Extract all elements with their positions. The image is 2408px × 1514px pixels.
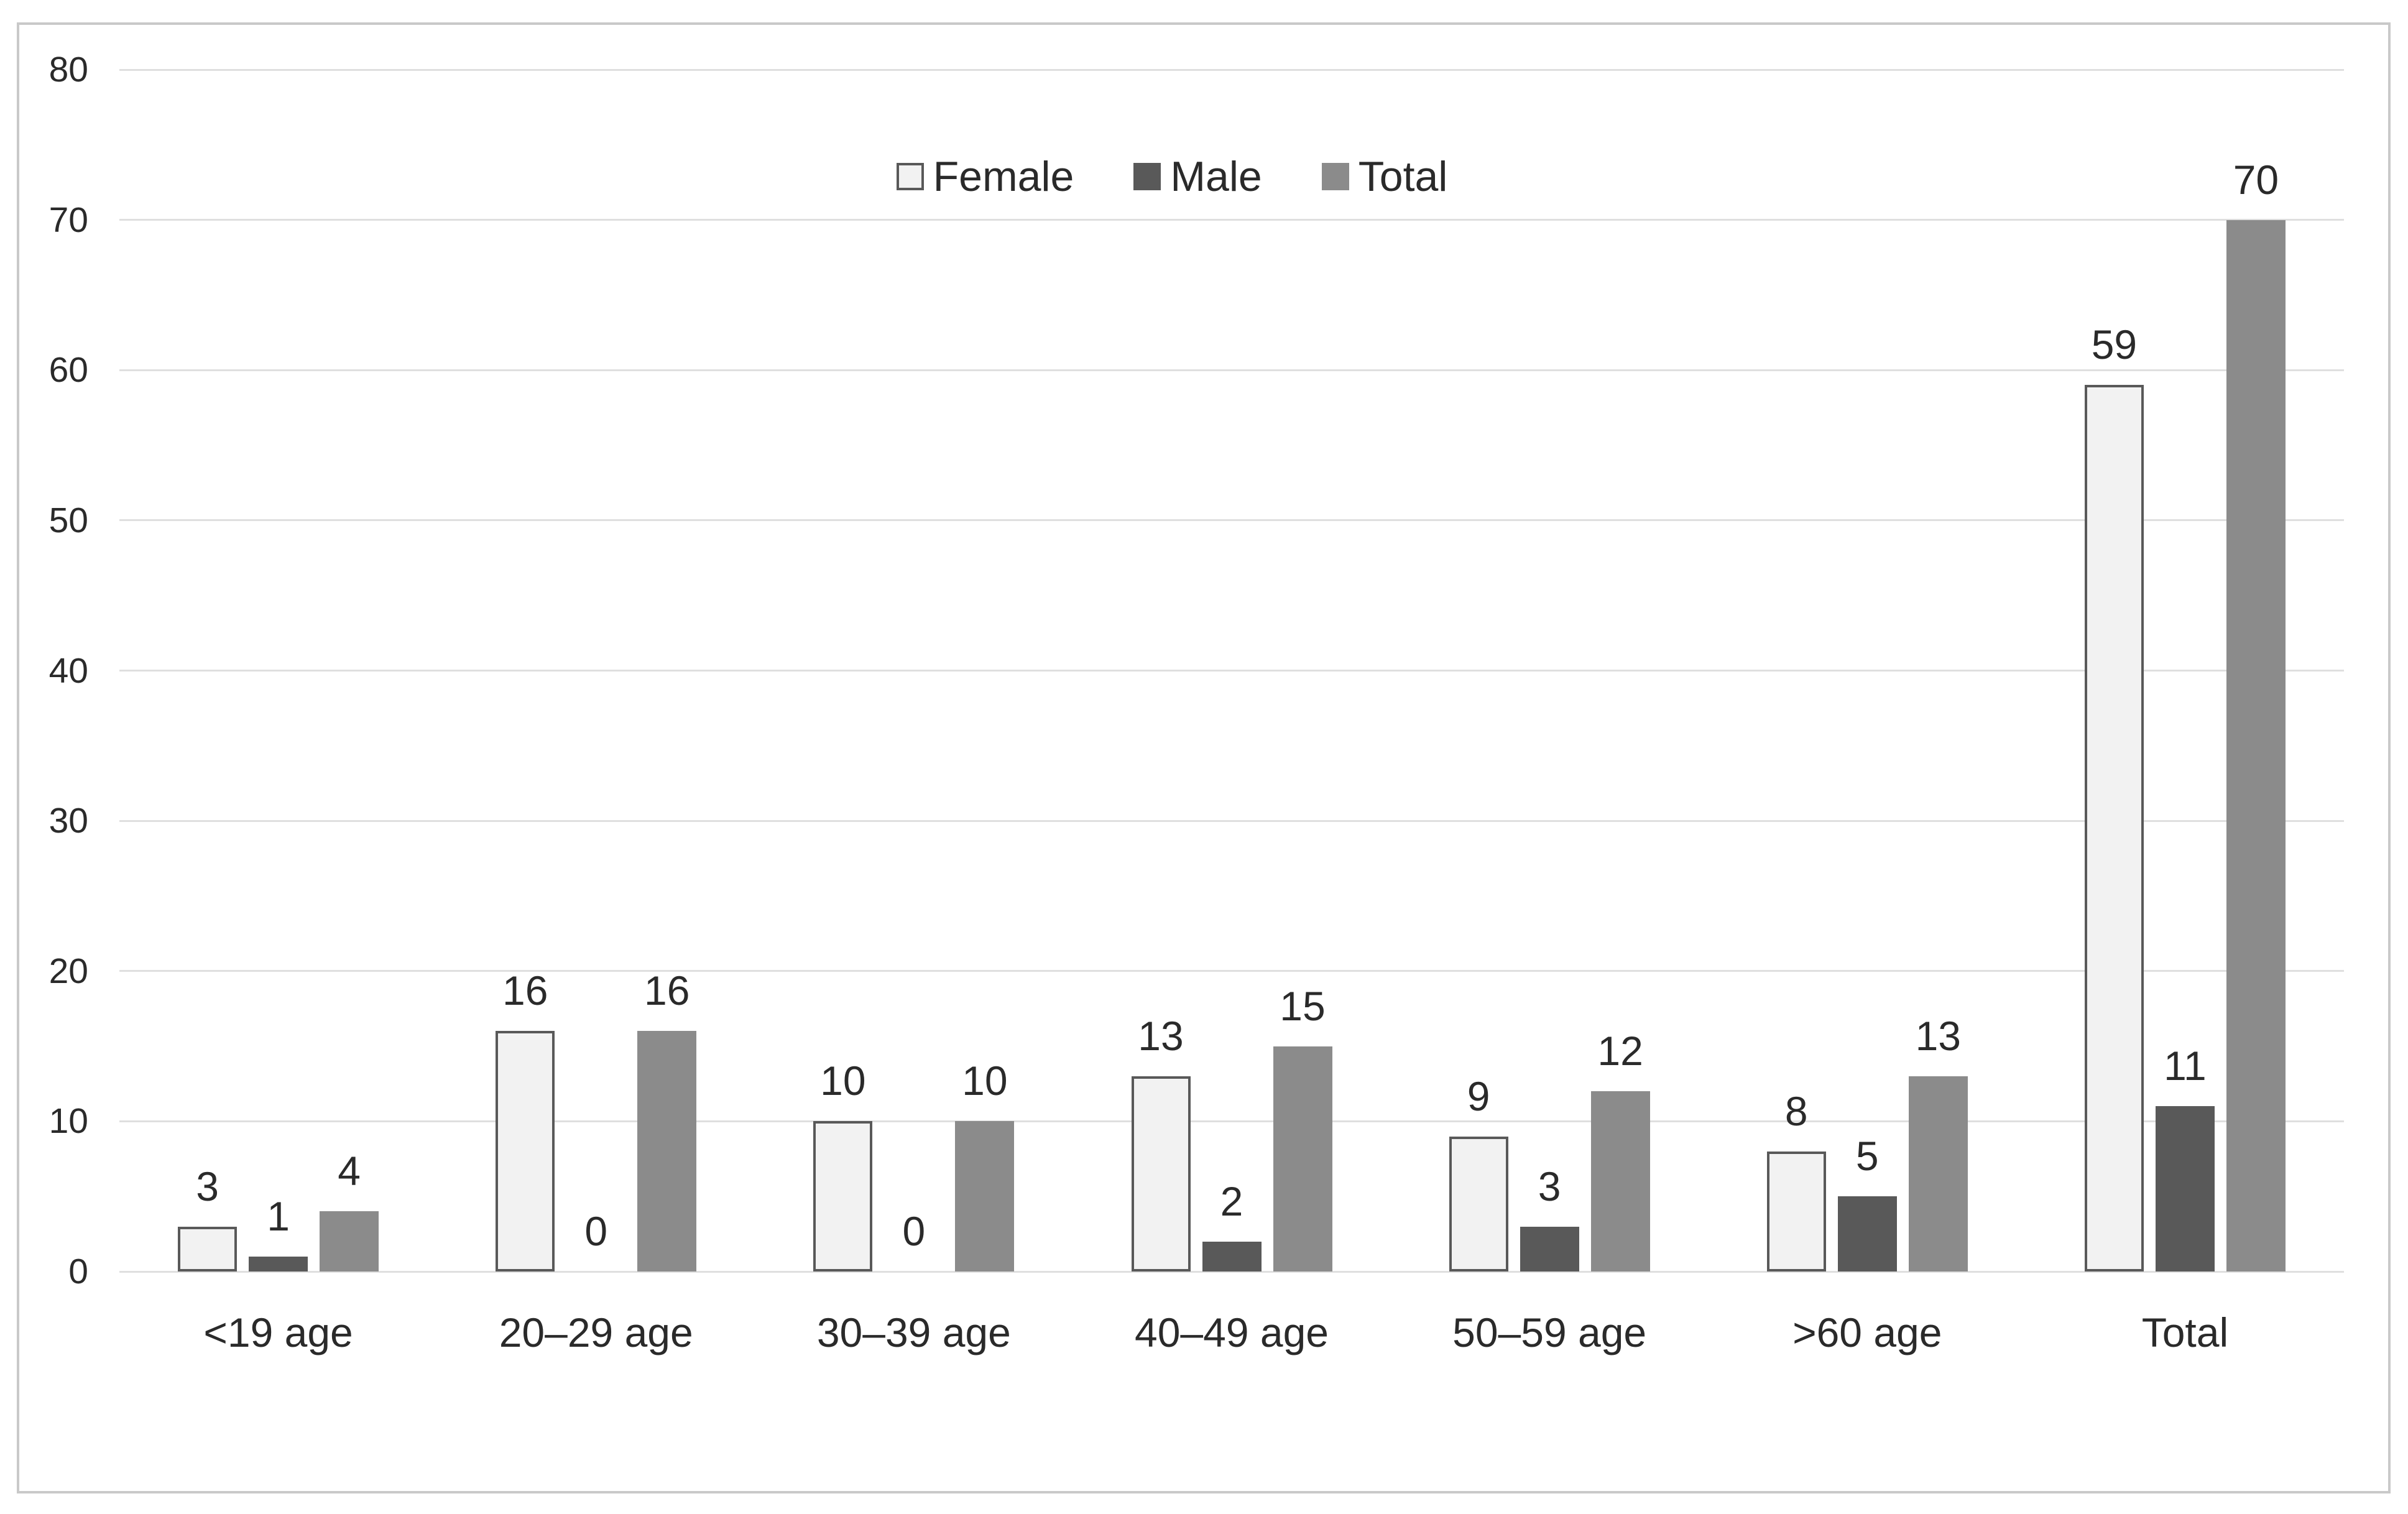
y-tick-40: 40	[48, 650, 88, 691]
gridline-60	[119, 369, 2344, 371]
data-label-male-40-49-age: 2	[1220, 1178, 1243, 1224]
gridline-10	[119, 1120, 2344, 1122]
x-label-19-age: <19 age	[203, 1309, 353, 1355]
bar-female-60-age	[1766, 1151, 1826, 1272]
legend-item-male: Male	[1133, 155, 1262, 198]
data-label-male-19-age: 1	[267, 1193, 290, 1239]
data-label-male-20-29-age: 0	[584, 1208, 608, 1254]
data-label-female-60-age: 8	[1784, 1087, 1808, 1134]
legend-item-female: Female	[896, 153, 1074, 200]
gridline-20	[119, 970, 2344, 972]
data-label-male-30-39-age: 0	[902, 1208, 926, 1254]
y-tick-80: 80	[48, 50, 88, 90]
legend-swatch-total-icon	[1321, 163, 1349, 190]
x-label-20-29-age: 20–29 age	[499, 1309, 693, 1355]
gridline-50	[119, 519, 2344, 522]
bar-total-30-39-age	[955, 1121, 1015, 1272]
bar-female-20-29-age	[496, 1031, 555, 1272]
chart-legend: Female Male Total	[0, 155, 2344, 198]
bar-male-19-age	[249, 1256, 308, 1272]
y-tick-60: 60	[48, 350, 88, 390]
bar-male-total	[2155, 1106, 2215, 1272]
x-label-30-39-age: 30–39 age	[816, 1309, 1011, 1355]
bar-total-total	[2226, 219, 2286, 1272]
data-label-male-50-59-age: 3	[1538, 1163, 1561, 1209]
bar-total-60-age	[1908, 1076, 1968, 1272]
x-label-40-49-age: 40–49 age	[1135, 1309, 1329, 1355]
gridline-80	[119, 68, 2344, 71]
data-label-total-60-age: 13	[1915, 1012, 1961, 1059]
gridline-30	[119, 819, 2344, 822]
y-tick-10: 10	[48, 1101, 88, 1142]
legend-swatch-female-icon	[896, 163, 924, 190]
data-label-male-60-age: 5	[1855, 1133, 1879, 1179]
y-tick-70: 70	[48, 200, 88, 240]
data-label-total-19-age: 4	[338, 1148, 361, 1194]
bar-male-40-49-age	[1202, 1241, 1262, 1272]
gridline-40	[119, 670, 2344, 672]
legend-label-male: Male	[1170, 153, 1262, 200]
gridline-0	[119, 1270, 2344, 1273]
data-label-total-40-49-age: 15	[1280, 982, 1326, 1029]
bar-total-20-29-age	[637, 1031, 697, 1272]
data-label-total-50-59-age: 12	[1597, 1028, 1643, 1074]
data-label-female-50-59-age: 9	[1467, 1073, 1490, 1119]
y-tick-50: 50	[48, 500, 88, 540]
x-label-60-age: >60 age	[1792, 1309, 1942, 1355]
legend-label-female: Female	[933, 153, 1074, 200]
bar-total-40-49-age	[1273, 1046, 1332, 1272]
y-tick-20: 20	[48, 951, 88, 991]
data-label-total-total: 70	[2233, 156, 2279, 203]
bar-female-30-39-age	[813, 1121, 873, 1272]
bar-female-total	[2084, 385, 2144, 1272]
data-label-female-19-age: 3	[196, 1163, 219, 1209]
x-label-total: Total	[2141, 1309, 2229, 1355]
data-label-female-30-39-age: 10	[820, 1058, 866, 1104]
bar-male-60-age	[1837, 1196, 1897, 1272]
data-label-male-total: 11	[2164, 1043, 2207, 1089]
y-tick-30: 30	[48, 801, 88, 841]
legend-item-total: Total	[1321, 153, 1448, 200]
data-label-female-40-49-age: 13	[1138, 1012, 1184, 1059]
data-label-female-20-29-age: 16	[502, 967, 548, 1014]
x-label-50-59-age: 50–59 age	[1452, 1309, 1647, 1355]
bar-total-19-age	[320, 1211, 379, 1272]
gridline-70	[119, 219, 2344, 221]
bar-total-50-59-age	[1590, 1091, 1650, 1272]
bar-female-19-age	[178, 1226, 238, 1272]
data-label-total-20-29-age: 16	[644, 967, 690, 1014]
legend-swatch-male-icon	[1133, 163, 1161, 190]
legend-label-total: Total	[1358, 153, 1448, 200]
y-tick-0: 0	[68, 1252, 88, 1291]
data-label-total-30-39-age: 10	[962, 1058, 1008, 1104]
data-label-female-total: 59	[2091, 321, 2138, 368]
plot-area: 3 1 4 16 0 16 10 0 10 13 2 15 9 3 12 8 5 13 59 11 70	[119, 68, 2344, 1273]
bar-male-50-59-age	[1520, 1226, 1579, 1272]
bar-female-50-59-age	[1449, 1136, 1508, 1272]
bar-female-40-49-age	[1131, 1076, 1191, 1272]
